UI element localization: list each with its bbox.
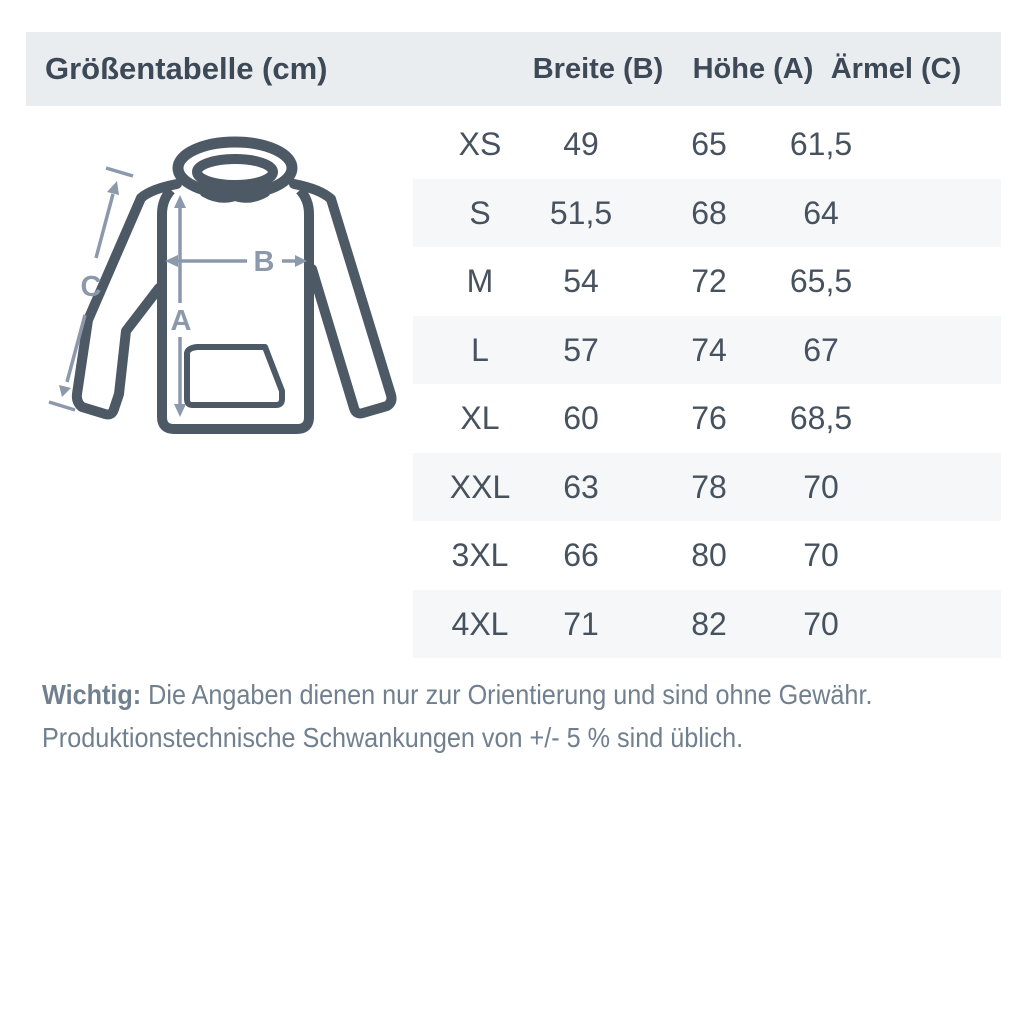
footer-note: Wichtig: Die Angaben dienen nur zur Orie…	[42, 673, 942, 759]
hoehe-value: 68	[691, 194, 727, 231]
size-label: XL	[460, 400, 500, 436]
table-row-l: L 57 74 67	[413, 315, 1001, 384]
page-title: Größentabelle (cm)	[45, 51, 328, 86]
hoehe-value: 72	[691, 263, 727, 299]
size-label: 3XL	[451, 537, 509, 573]
arrowhead-upper-icon	[107, 181, 119, 195]
hood-inner-rim	[192, 154, 278, 190]
size-label: L	[471, 331, 489, 368]
footer-line2: Produktionstechnische Schwankungen von +…	[42, 722, 744, 753]
hoehe-value: 65	[691, 126, 727, 162]
table-row-xl: XL 60 76 68,5	[413, 384, 1001, 453]
arrowhead-down-icon	[174, 404, 186, 417]
label-b: B	[254, 246, 275, 278]
aermel-value: 70	[803, 537, 839, 573]
table-row-4xl: 4XL 71 82 70	[413, 589, 1001, 658]
hoehe-value: 80	[691, 537, 727, 573]
aermel-value: 68,5	[789, 400, 853, 436]
hoodie-pocket	[184, 344, 285, 408]
footer-important-label: Wichtig:	[42, 679, 142, 710]
table-row-xxl: XXL 63 78 70	[413, 452, 1001, 521]
column-header-hoehe: Höhe (A)	[692, 53, 814, 85]
hoehe-value: 76	[691, 400, 727, 436]
label-c: C	[81, 271, 102, 303]
measure-arrow-c: C	[48, 166, 134, 412]
hoodie-left-sleeve	[71, 179, 182, 420]
arrowhead-up-icon	[174, 195, 186, 208]
measure-arrow-a: A	[171, 195, 192, 417]
arrowhead-lower-icon	[59, 385, 71, 397]
hoehe-value: 74	[691, 331, 727, 368]
arrowhead-right-icon	[295, 255, 307, 267]
size-label: 4XL	[451, 605, 509, 642]
size-label: XXL	[449, 468, 511, 505]
size-label: M	[466, 263, 494, 299]
table-row-xs: XS 49 65 61,5	[413, 110, 1001, 179]
breite-value: 71	[563, 605, 599, 642]
breite-value: 51,5	[549, 194, 613, 231]
column-header-aermel: Ärmel (C)	[830, 53, 962, 85]
arrowhead-left-icon	[165, 255, 178, 267]
breite-value: 57	[563, 331, 599, 368]
measure-arrow-b: B	[165, 246, 307, 278]
hoodie-body-outline	[157, 186, 314, 434]
aermel-value: 67	[803, 331, 839, 368]
table-row-3xl: 3XL 66 80 70	[413, 521, 1001, 590]
breite-value: 66	[563, 537, 599, 573]
hoehe-value: 82	[691, 605, 727, 642]
column-header-breite: Breite (B)	[532, 53, 664, 85]
aermel-value: 65,5	[789, 263, 853, 299]
table-row-s: S 51,5 68 64	[413, 178, 1001, 247]
footer-line1-text: Die Angaben dienen nur zur Orientierung …	[141, 679, 873, 710]
footer-line1: Wichtig: Die Angaben dienen nur zur Orie…	[42, 673, 942, 716]
aermel-value: 70	[803, 605, 839, 642]
hoehe-value: 78	[691, 468, 727, 505]
breite-value: 60	[563, 400, 599, 436]
size-label: XS	[458, 126, 502, 162]
aermel-value: 64	[803, 194, 839, 231]
label-a: A	[171, 305, 192, 337]
size-table: XS 49 65 61,5 S 51,5 68 64 M 54 72 65,5 …	[413, 110, 1001, 658]
breite-value: 54	[563, 263, 599, 299]
hoodie-measurement-diagram: A B C	[48, 136, 397, 434]
table-row-m: M 54 72 65,5	[413, 247, 1001, 316]
breite-value: 49	[563, 126, 599, 162]
aermel-value: 70	[803, 468, 839, 505]
aermel-value: 61,5	[789, 126, 853, 162]
table-header-band: Größentabelle (cm) Breite (B) Höhe (A) Ä…	[26, 32, 1001, 106]
hoodie-right-sleeve	[289, 179, 397, 419]
breite-value: 63	[563, 468, 599, 505]
size-label: S	[469, 194, 491, 231]
hood-outer-rim	[172, 136, 298, 200]
